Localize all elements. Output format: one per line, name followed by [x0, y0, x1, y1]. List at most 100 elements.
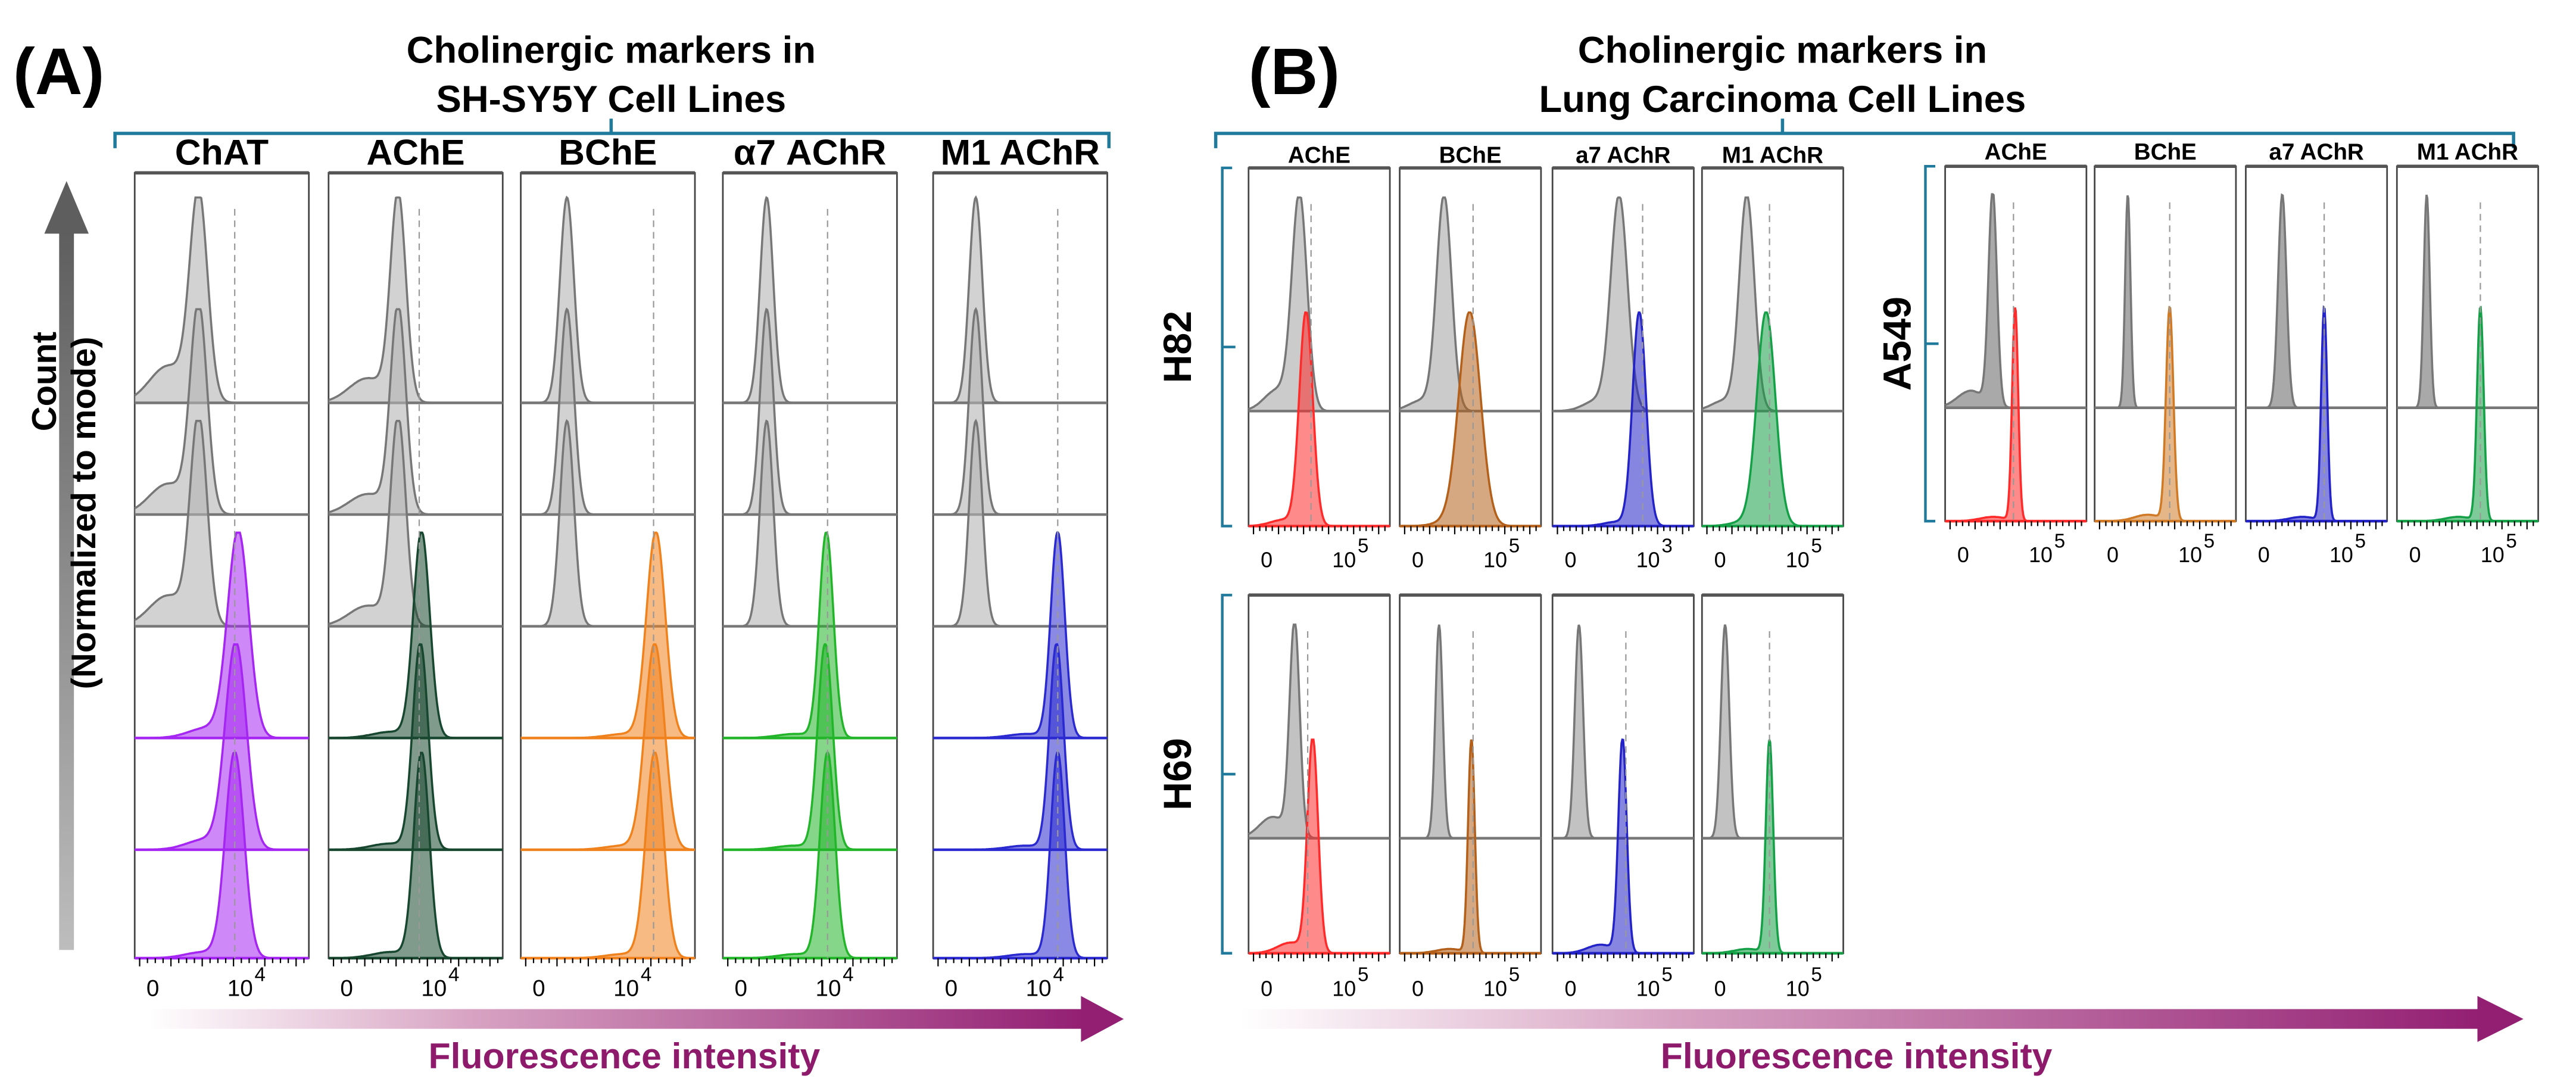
stained-histogram-fill	[1248, 740, 1390, 953]
x-tick-base: 0	[340, 975, 353, 1001]
control-histogram-fill	[1399, 197, 1541, 411]
x-tick-base: 10	[227, 975, 253, 1001]
histogram-panel: AChE 0 105	[1944, 139, 2088, 567]
stained-histogram-fill	[1399, 312, 1541, 526]
marker-header: AChE	[1985, 139, 2047, 165]
x-tick-label: 103	[1636, 535, 1673, 572]
x-tick-base: 10	[1786, 977, 1810, 1000]
x-tick-base: 0	[2258, 543, 2270, 567]
marker-header: α7 AChR	[734, 132, 886, 172]
x-tick-base: 10	[815, 975, 841, 1001]
x-tick-exponent: 5	[1811, 535, 1822, 557]
x-tick-base: 10	[1332, 548, 1356, 572]
x-tick-label: 0	[2409, 543, 2421, 567]
x-tick-label: 0	[1714, 548, 1726, 572]
marker-header: M1 AChR	[2417, 139, 2518, 165]
x-tick-label: 0	[1957, 543, 1969, 567]
marker-header: AChE	[1288, 143, 1351, 169]
stained-histogram-fill	[328, 644, 503, 850]
x-tick-label: 0	[945, 975, 958, 1001]
x-tick-base: 10	[2178, 543, 2202, 567]
marker-header: BChE	[559, 132, 657, 172]
histogram-rows	[328, 196, 503, 960]
x-tick-exponent: 5	[2054, 530, 2065, 552]
x-tick-base: 0	[1261, 548, 1273, 572]
stained-histogram-fill	[1702, 312, 1844, 526]
marker-header: a7 AChR	[1576, 143, 1671, 169]
x-tick-label: 0	[1714, 977, 1726, 1000]
stained-histogram-fill	[1552, 740, 1694, 953]
histogram-rows	[1399, 624, 1541, 955]
x-tick-exponent: 3	[1661, 535, 1672, 557]
x-tick-exponent: 4	[1053, 964, 1064, 986]
x-tick-base: 10	[2029, 543, 2053, 567]
x-tick-exponent: 5	[1811, 964, 1822, 986]
panel-label-a: (A)	[13, 35, 104, 108]
x-tick-label: 0	[1412, 977, 1424, 1000]
x-tick-base: 10	[1786, 548, 1810, 572]
x-tick-label: 105	[1483, 535, 1520, 572]
x-tick-label: 104	[1026, 964, 1064, 1002]
histogram-frame	[1248, 167, 1391, 527]
x-tick-exponent: 4	[448, 964, 459, 986]
cell-line-bracket	[1924, 164, 1939, 523]
x-tick-base: 10	[1483, 977, 1507, 1000]
histogram-panel: 0 105	[1399, 593, 1542, 1001]
x-tick-base: 0	[1714, 977, 1726, 1000]
panel-a-subtitle: SH-SY5Y Cell Lines	[436, 79, 787, 120]
marker-header: AChE	[366, 132, 464, 172]
x-tick-label: 104	[613, 964, 651, 1002]
x-tick-label: 0	[1565, 977, 1577, 1000]
x-tick-label: 105	[2329, 530, 2366, 567]
x-tick-label: 0	[1261, 977, 1273, 1000]
histogram-panel: 0 105	[1701, 593, 1844, 1000]
x-tick-exponent: 5	[2355, 530, 2366, 552]
marker-header: M1 AChR	[941, 132, 1100, 172]
histogram-panel: BChE 0 105	[1399, 143, 1542, 572]
histogram-rows	[134, 196, 309, 960]
x-tick-label: 0	[1412, 548, 1424, 572]
stained-histogram-fill	[1945, 307, 2087, 522]
x-tick-base: 10	[1636, 977, 1660, 1000]
x-tick-label: 105	[1332, 964, 1368, 1001]
x-tick-base: 10	[1483, 548, 1507, 572]
control-histogram-fill	[135, 197, 309, 403]
x-tick-base: 0	[1565, 977, 1577, 1000]
control-histogram-fill	[2246, 195, 2387, 408]
stained-histogram-fill	[328, 532, 503, 738]
x-tick-label: 0	[532, 975, 545, 1001]
control-histogram-fill	[2094, 195, 2236, 408]
stained-histogram-fill	[933, 753, 1108, 959]
marker-header: BChE	[1439, 143, 1502, 169]
stained-histogram-fill	[1399, 740, 1541, 953]
x-tick-label: 105	[1483, 964, 1520, 1001]
histogram-panel: BChE 0 105	[2094, 139, 2237, 567]
panel-a-title: Cholinergic markers in	[407, 29, 816, 71]
x-tick-exponent: 5	[2506, 530, 2516, 552]
x-tick-label: 105	[1332, 535, 1368, 572]
y-axis-label: Count	[26, 332, 64, 431]
stained-histogram-fill	[933, 532, 1108, 738]
y-axis-sublabel: (Normalized to mode)	[65, 336, 103, 689]
x-tick-exponent: 5	[1358, 535, 1368, 557]
x-tick-base: 10	[2481, 543, 2505, 567]
x-tick-label: 104	[421, 964, 459, 1002]
x-axis-label-a: Fluorescence intensity	[429, 1036, 821, 1076]
histogram-frame	[932, 172, 1108, 959]
marker-header: a7 AChR	[2269, 139, 2364, 165]
x-tick-label: 0	[146, 975, 159, 1001]
x-tick-label: 0	[1261, 548, 1273, 572]
x-tick-exponent: 4	[843, 964, 853, 986]
histogram-panel: AChE 0 104	[328, 132, 504, 1002]
histogram-panel: M1 AChR 0 104	[932, 132, 1108, 1002]
x-tick-exponent: 5	[1509, 535, 1520, 557]
cell-line-label: H69	[1156, 738, 1200, 810]
x-tick-base: 10	[1332, 977, 1356, 1000]
stained-histogram-fill	[135, 644, 309, 850]
control-histogram-fill	[722, 421, 897, 626]
x-tick-exponent: 5	[1661, 964, 1672, 986]
control-histogram-fill	[1552, 625, 1694, 838]
stained-histogram-fill	[520, 753, 696, 959]
panel-b-title: Cholinergic markers in	[1578, 29, 1987, 71]
